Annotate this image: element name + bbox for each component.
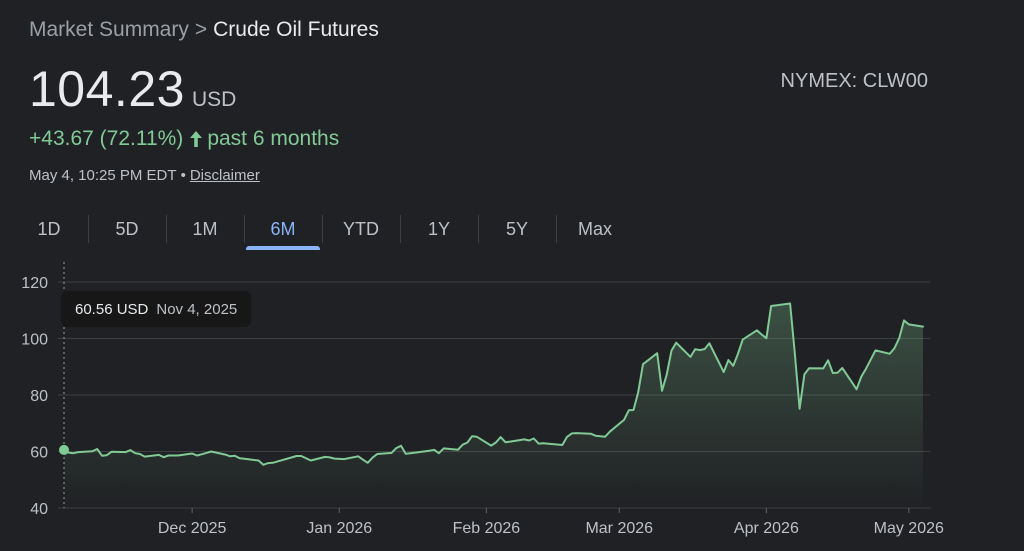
breadcrumb: Market Summary > Crude Oil Futures bbox=[29, 18, 379, 42]
x-tick-label: Feb 2026 bbox=[453, 520, 521, 537]
current-price: 104.23 bbox=[29, 61, 185, 117]
range-tabs: 1D 5D 1M 6M YTD 1Y 5Y Max bbox=[10, 212, 634, 250]
tab-5y[interactable]: 5Y bbox=[478, 212, 556, 248]
price-chart[interactable]: 40 60 80 100 120 Dec 2025 Jan 2026 Feb 2026 Mar … bbox=[0, 262, 1024, 551]
x-tick-label: Apr 2026 bbox=[734, 520, 799, 537]
breadcrumb-current: Crude Oil Futures bbox=[213, 18, 379, 41]
tab-ytd[interactable]: YTD bbox=[322, 212, 400, 248]
chart-tooltip: 60.56 USD Nov 4, 2025 bbox=[61, 291, 252, 327]
breadcrumb-parent[interactable]: Market Summary bbox=[29, 18, 189, 41]
exchange-ticker: NYMEX: CLW00 bbox=[780, 70, 928, 92]
tooltip-price: 60.56 USD bbox=[75, 300, 149, 318]
x-tick-label: Jan 2026 bbox=[306, 520, 372, 537]
tab-5d[interactable]: 5D bbox=[88, 212, 166, 248]
tab-1m[interactable]: 1M bbox=[166, 212, 244, 248]
tab-1d[interactable]: 1D bbox=[37, 219, 61, 239]
y-tick-label: 80 bbox=[30, 388, 48, 405]
x-tick-label: Dec 2025 bbox=[158, 520, 227, 537]
breadcrumb-separator: > bbox=[194, 18, 208, 41]
x-tick-label: May 2026 bbox=[874, 520, 944, 537]
y-tick-label: 60 bbox=[30, 445, 48, 462]
currency-label: USD bbox=[192, 88, 237, 111]
y-tick-label: 120 bbox=[21, 275, 48, 292]
y-tick-label: 40 bbox=[30, 501, 48, 518]
tab-1y[interactable]: 1Y bbox=[400, 212, 478, 248]
highlight-point bbox=[59, 444, 69, 455]
x-tick-label: Mar 2026 bbox=[585, 520, 653, 537]
tab-max[interactable]: Max bbox=[556, 212, 634, 248]
y-tick-label: 100 bbox=[21, 332, 48, 349]
price-change: +43.67 (72.11%) past 6 months bbox=[29, 127, 339, 151]
change-value: +43.67 (72.11%) bbox=[29, 127, 184, 150]
disclaimer-link[interactable]: Disclaimer bbox=[189, 167, 260, 184]
price-line bbox=[63, 302, 924, 466]
price-area bbox=[64, 303, 923, 508]
change-period: past 6 months bbox=[207, 127, 340, 150]
timestamp: May 4, 10:25 PM EDT bbox=[29, 167, 177, 184]
bullet-separator: • bbox=[180, 167, 186, 184]
arrow-up-icon bbox=[190, 131, 203, 147]
tooltip-date: Nov 4, 2025 bbox=[156, 300, 238, 318]
tab-6m[interactable]: 6M bbox=[244, 212, 322, 250]
timestamp-line: May 4, 10:25 PM EDT • Disclaimer bbox=[29, 167, 260, 184]
